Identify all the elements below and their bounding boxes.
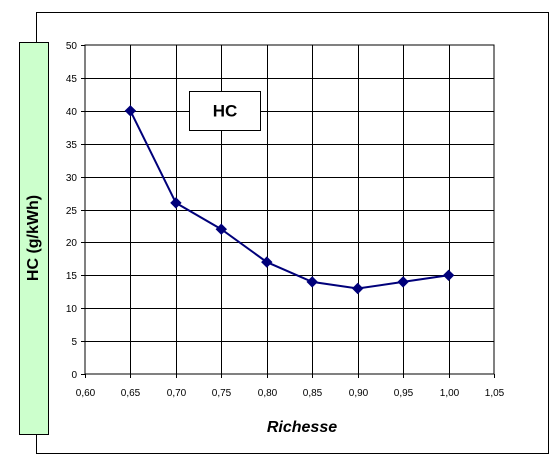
y-tick-label: 30: [66, 173, 78, 184]
data-point: [261, 256, 273, 268]
y-tick-label: 35: [66, 140, 78, 151]
x-tick-label: 0,60: [76, 388, 96, 399]
ticks: [81, 45, 495, 378]
x-tick-label: 0,80: [258, 388, 278, 399]
x-tick-labels: 0,60 0,65 0,70 0,75 0,80 0,85 0,90 0,95 1,00 1,05: [76, 388, 505, 399]
x-tick-label: 1,00: [440, 388, 460, 399]
title-box: [189, 91, 261, 131]
y-axis-title-box: [19, 42, 49, 435]
plot-area: [84, 44, 495, 375]
data-point: [170, 197, 182, 209]
series-line: [129, 110, 449, 290]
y-tick-label: 5: [71, 337, 77, 348]
series: [124, 105, 455, 295]
y-tick-label: 10: [66, 304, 78, 315]
y-tick-label: 15: [66, 271, 78, 282]
data-point: [306, 276, 318, 288]
x-tick-label: 0,95: [394, 388, 414, 399]
y-axis-title: HC (g/kWh): [25, 195, 42, 281]
y-tick-label: 45: [66, 74, 78, 85]
x-tick-label: 1,05: [485, 388, 505, 399]
y-tick-label: 25: [66, 206, 78, 217]
data-point: [215, 223, 228, 235]
y-tick-label: 50: [66, 41, 78, 52]
x-tick-label: 0,65: [121, 388, 141, 399]
y-tick-label: 20: [66, 238, 78, 249]
x-axis-title: Richesse: [267, 419, 337, 436]
x-tick-label: 0,90: [349, 388, 369, 399]
data-point: [397, 276, 409, 288]
x-tick-label: 0,75: [212, 388, 232, 399]
x-tick-label: 0,70: [167, 388, 187, 399]
chart-title: HC: [213, 101, 238, 120]
y-tick-label: 0: [71, 370, 77, 381]
y-tick-labels: 0 5 10 15 20 25 30 35 40 45 50: [66, 41, 78, 381]
grid: [85, 45, 494, 374]
data-point: [124, 105, 137, 117]
data-point: [351, 282, 364, 295]
data-point: [442, 269, 455, 282]
y-tick-label: 40: [66, 107, 78, 118]
x-tick-label: 0,85: [303, 388, 323, 399]
